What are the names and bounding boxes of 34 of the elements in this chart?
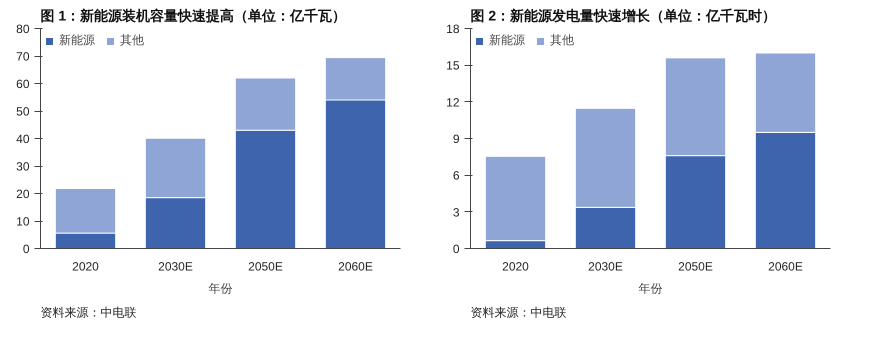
- y-tick-label: 10: [16, 214, 30, 228]
- legend-label: 其他: [550, 32, 574, 49]
- text: 资料来源：中电联: [40, 306, 136, 320]
- y-tick-label: 15: [446, 58, 460, 73]
- chart-title: 图 1：新能源装机容量快速提高（单位：亿千瓦）: [40, 8, 346, 24]
- y-tick-label: 18: [446, 22, 460, 36]
- x-tick-label: 2030E: [588, 260, 623, 274]
- x-tick-label: 2050E: [248, 260, 283, 274]
- y-tick-label: 80: [16, 22, 30, 36]
- legend-label: 新能源: [59, 32, 95, 49]
- text: 资料来源：中电联: [470, 306, 566, 320]
- y-tick-label: 60: [16, 77, 30, 91]
- x-axis-title: 年份: [638, 282, 662, 296]
- x-tick-label: 2060E: [338, 260, 373, 274]
- y-tick-label: 70: [16, 50, 30, 64]
- y-tick-label: 6: [452, 168, 460, 183]
- chart-title: 图 2：新能源发电量快速增长（单位：亿千瓦时）: [470, 8, 776, 24]
- x-tick-label: 2060E: [768, 260, 803, 274]
- legend-label: 新能源: [489, 32, 525, 49]
- legend-label: 其他: [120, 32, 144, 49]
- x-tick-label: 2020: [72, 260, 100, 274]
- x-tick-label: 2030E: [158, 260, 193, 274]
- y-tick-label: 12: [446, 95, 460, 110]
- y-tick-label: 9: [452, 132, 460, 146]
- y-tick-label: 40: [16, 132, 30, 146]
- y-tick-label: 30: [16, 160, 30, 174]
- x-tick-label: 2020: [502, 260, 530, 274]
- x-tick-label: 2050E: [678, 260, 713, 274]
- y-tick-label: 0: [22, 242, 30, 256]
- y-tick-label: 3: [452, 205, 460, 220]
- x-axis-title: 年份: [208, 282, 232, 296]
- y-tick-label: 0: [452, 242, 460, 256]
- y-tick-label: 20: [16, 187, 30, 201]
- y-tick-label: 50: [16, 104, 30, 118]
